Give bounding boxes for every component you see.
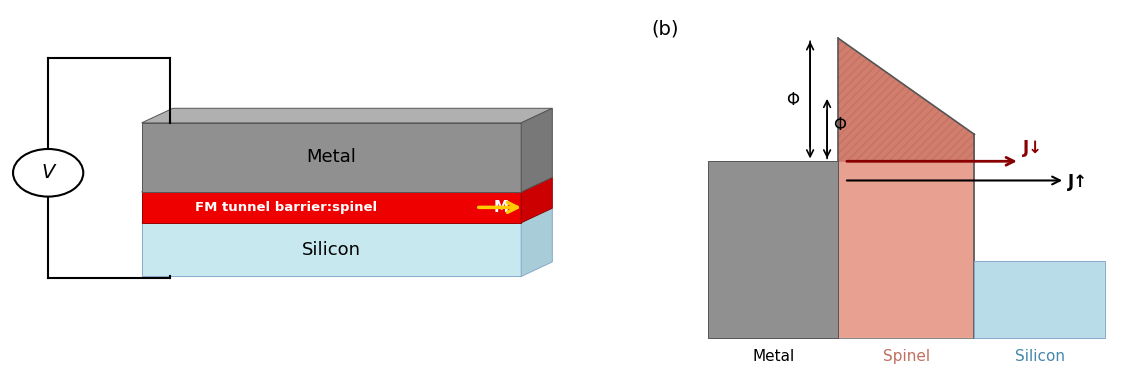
Text: Metal: Metal [752, 349, 794, 364]
Text: J↓: J↓ [1023, 139, 1042, 157]
Polygon shape [142, 108, 553, 123]
Polygon shape [142, 192, 521, 223]
Polygon shape [142, 223, 521, 276]
Circle shape [14, 149, 84, 197]
Text: (b): (b) [651, 19, 679, 38]
Text: Silicon: Silicon [301, 241, 361, 258]
Text: Φ: Φ [786, 91, 799, 109]
Polygon shape [838, 38, 974, 338]
Polygon shape [521, 208, 553, 276]
Polygon shape [521, 177, 553, 223]
Polygon shape [974, 261, 1105, 338]
Polygon shape [708, 161, 838, 338]
Text: J↑: J↑ [1067, 174, 1088, 191]
Text: FM tunnel barrier:spinel: FM tunnel barrier:spinel [195, 201, 377, 214]
Polygon shape [142, 208, 553, 223]
Polygon shape [521, 108, 553, 192]
Text: Φ: Φ [833, 116, 845, 134]
Polygon shape [142, 177, 553, 192]
Polygon shape [838, 38, 974, 161]
Text: Silicon: Silicon [1014, 349, 1065, 364]
Text: M: M [494, 200, 509, 215]
Text: Metal: Metal [306, 149, 357, 166]
Polygon shape [142, 123, 521, 192]
Text: Spinel: Spinel [883, 349, 930, 364]
Text: V: V [42, 163, 54, 182]
